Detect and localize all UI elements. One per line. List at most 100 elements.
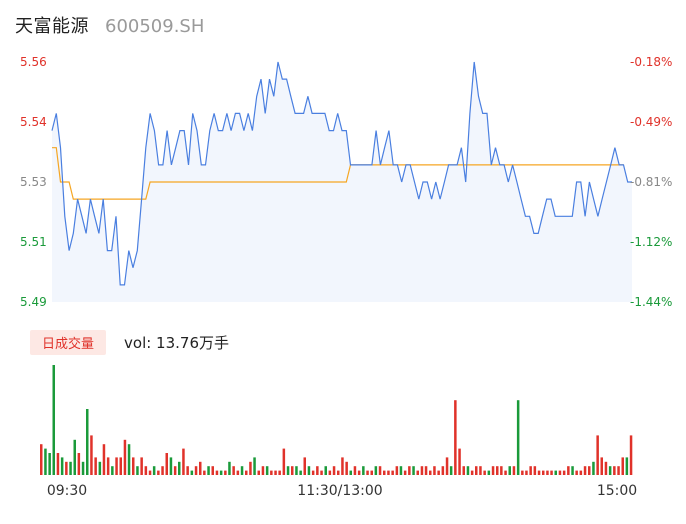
x-tick-label: 09:30 [47,483,87,499]
average-price-line [52,147,624,200]
volume-bar [337,470,340,475]
volume-bar [508,466,511,475]
volume-bar [600,457,603,475]
volume-bar [249,461,252,475]
volume-bar [307,466,311,475]
volume-bar [533,466,537,475]
volume-bar [491,466,495,475]
volume-bar [458,448,461,475]
volume-bar [182,448,185,475]
volume-bar [617,466,620,475]
volume-bar [219,470,223,475]
volume-bar [454,400,457,475]
volume-bar [215,470,219,475]
volume-bar [132,457,135,475]
stock-code: 600509.SH [105,16,205,37]
volume-bar [403,470,407,475]
volume-bar [94,457,97,475]
volume-bar [521,470,524,475]
volume-bar [466,466,470,475]
volume-bar [265,466,269,475]
price-line [51,61,632,286]
volume-bar [479,466,482,475]
volume-bar [625,457,629,475]
volume-bar [295,466,298,475]
volume-bar [512,466,516,475]
volume-bar [56,453,60,475]
volume-bar [40,444,43,475]
volume-bar [44,448,47,475]
volume-bar [608,466,612,475]
volume-bar [445,457,449,475]
volume-bar [81,461,85,475]
volume-bar [282,448,286,475]
volume-bar [123,439,127,475]
volume-bar [575,470,578,475]
volume-bar [240,466,244,475]
volume-bar [483,470,486,475]
volume-bar [437,470,440,475]
volume-bar [286,466,290,475]
volume-bar [362,466,365,475]
volume-bar [278,470,281,475]
volume-bar [500,466,503,475]
volume-bar [378,466,382,475]
y-right-tick-label: -1.44% [630,295,672,309]
volume-bar [429,470,432,475]
volume-bar [90,435,93,475]
volume-bar [529,466,532,475]
volume-bar [621,457,624,475]
volume-bar [303,457,306,475]
volume-bar [270,470,273,475]
y-left-tick-label: 5.51 [20,235,47,249]
volume-bar [525,470,528,475]
y-right-tick-label: -0.49% [630,115,672,129]
volume-bar [613,466,616,475]
volume-bar [98,461,102,475]
volume-bar [178,461,181,475]
volume-bar [420,466,424,475]
volume-bar [199,461,202,475]
volume-bar [449,466,453,475]
volume-bar [261,466,265,475]
volume-bar [504,470,507,475]
volume-bar [274,470,277,475]
volume-bar [60,457,64,475]
volume-bar [211,466,214,475]
volume-bar [395,466,399,475]
volume-bar [416,470,419,475]
volume-bar [408,466,411,475]
volume-bar [203,470,206,475]
volume-total: vol: 13.76万手 [124,334,230,352]
volume-bar [487,470,491,475]
volume-bar [69,461,72,475]
volume-bar [311,470,315,475]
volume-bar [148,470,152,475]
x-tick-label: 15:00 [597,483,637,499]
volume-bar [554,470,557,475]
volume-bar [48,453,51,475]
volume-bar [324,466,327,475]
volume-bar [475,466,478,475]
volume-bar [207,466,210,475]
volume-bar [328,470,332,475]
volume-bar [571,466,574,475]
volume-bar [291,466,294,475]
volume-bar [136,466,139,475]
volume-bar [161,466,164,475]
volume-bar [629,435,633,475]
volume-bar [106,457,110,475]
volume-bar [412,466,415,475]
volume-bar [462,466,465,475]
volume-tab[interactable]: 日成交量 [30,330,107,355]
volume-bar [115,457,118,475]
stock-name: 天富能源 [15,16,89,37]
volume-bar [186,466,189,475]
volume-bar [399,466,403,475]
volume-bar [550,470,553,475]
volume-bar [152,466,156,475]
volume-bar [558,470,562,475]
volume-bar [102,444,106,475]
y-right-tick-label: -0.81% [630,175,672,189]
volume-bar [345,461,348,475]
